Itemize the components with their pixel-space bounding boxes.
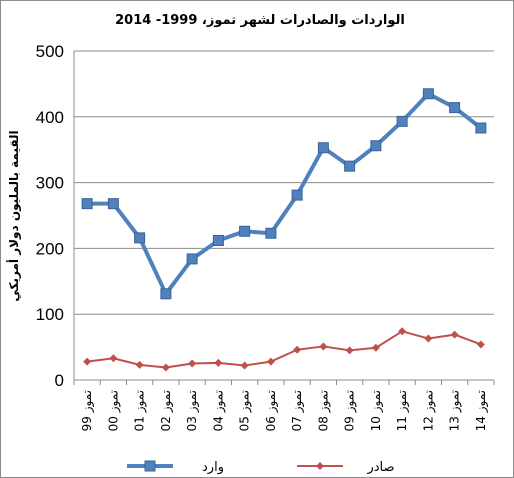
legend-label: وارد <box>202 460 224 475</box>
data-point <box>396 115 408 127</box>
y-tick-label: 0 <box>55 371 64 390</box>
x-tick-label: تموز 03 <box>185 390 200 431</box>
data-point <box>188 359 197 368</box>
legend-marker <box>316 462 324 470</box>
axes <box>73 51 495 385</box>
data-point <box>214 358 223 367</box>
data-point <box>266 357 275 366</box>
y-tick-label: 200 <box>36 239 64 258</box>
series-line <box>87 91 483 296</box>
x-tick-label: تموز 10 <box>369 390 384 431</box>
data-point <box>345 346 354 355</box>
y-tick-label: 100 <box>36 305 64 324</box>
data-point <box>135 360 144 369</box>
x-tick-label: تموز 04 <box>211 390 226 431</box>
series-2 <box>83 327 485 372</box>
y-axis-ticks: 0 100 200 300 400 500 <box>36 42 64 390</box>
data-point <box>186 253 198 265</box>
chart-title: الواردات والصادرات لشهر تموز، 1999- 2014 <box>115 13 405 28</box>
data-point <box>424 334 433 343</box>
data-point <box>239 225 251 237</box>
data-point <box>317 142 329 154</box>
series-line <box>87 330 482 369</box>
x-tick-label: تموز 14 <box>474 390 489 431</box>
x-tick-label: تموز 08 <box>316 390 331 431</box>
y-tick-label: 500 <box>36 42 64 61</box>
data-point <box>370 140 382 152</box>
x-axis-ticks: تموز 99 تموز 00 تموز 01 تموز 02 تموز 03 تموز … <box>80 390 489 431</box>
data-point <box>293 345 302 354</box>
y-tick-label: 300 <box>36 174 64 193</box>
data-point <box>265 227 277 239</box>
x-tick-label: تموز 12 <box>421 390 436 431</box>
data-point <box>319 342 328 351</box>
legend-item-1: وارد <box>127 460 224 475</box>
data-point <box>449 102 461 114</box>
x-tick-label: تموز 07 <box>290 390 305 431</box>
data-point <box>107 198 119 210</box>
data-point <box>161 363 170 372</box>
legend-marker <box>144 460 156 472</box>
data-point <box>475 122 487 134</box>
legend-label: صادر <box>366 460 394 475</box>
series-1 <box>81 88 487 300</box>
data-point <box>83 357 92 366</box>
x-tick-label: تموز 00 <box>106 390 121 431</box>
data-point <box>212 235 224 247</box>
data-point <box>291 189 303 201</box>
data-point <box>81 198 93 210</box>
x-tick-label: تموز 13 <box>448 390 463 431</box>
data-point <box>476 340 485 349</box>
data-point <box>134 232 146 244</box>
data-point <box>450 330 459 339</box>
y-tick-label: 400 <box>36 108 64 127</box>
x-tick-label: تموز 05 <box>238 390 253 431</box>
legend-item-2: صادر <box>297 460 395 475</box>
series-layer <box>81 88 487 372</box>
y-axis-label: القيمة بالمليون دولار أمريكي <box>6 130 22 301</box>
x-tick-label: تموز 06 <box>264 390 279 431</box>
data-point <box>240 361 249 370</box>
legend: وارد صادر <box>127 460 395 475</box>
data-point <box>160 288 172 300</box>
data-point <box>398 327 407 336</box>
x-tick-label: تموز 99 <box>80 390 95 431</box>
x-tick-label: تموز 09 <box>343 390 358 431</box>
data-point <box>109 354 118 363</box>
data-point <box>422 88 434 100</box>
x-tick-label: تموز 02 <box>159 390 174 431</box>
x-tick-label: تموز 11 <box>395 390 410 431</box>
data-point <box>344 160 356 172</box>
x-tick-label: تموز 01 <box>133 390 148 431</box>
data-point <box>371 343 380 352</box>
